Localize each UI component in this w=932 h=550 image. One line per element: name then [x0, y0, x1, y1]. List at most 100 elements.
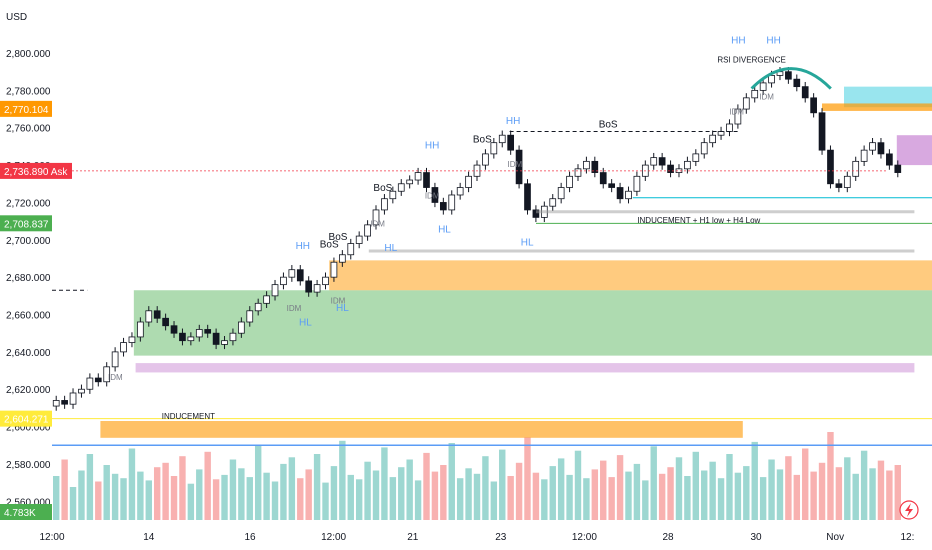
annotation-label: BoS: [320, 239, 339, 250]
volume-bar: [827, 432, 834, 520]
candle-body: [768, 75, 775, 84]
candle-body: [103, 366, 111, 383]
annotation-label: BoS: [373, 183, 392, 194]
y-tick-label: 2,800.000: [6, 49, 51, 60]
annotation-label: IDM: [425, 192, 440, 201]
volume-bar: [600, 460, 607, 520]
candle-body: [397, 183, 405, 192]
price-tag: [0, 162, 72, 179]
candle-body: [61, 400, 68, 405]
volume-bar: [389, 477, 397, 520]
volume-bar: [658, 473, 666, 520]
annotation-label: IDM: [108, 373, 123, 382]
volume-bar: [499, 449, 506, 520]
candle-body: [532, 209, 540, 218]
candle-body: [793, 78, 801, 88]
candle-body: [221, 340, 228, 345]
volume-bar: [835, 467, 843, 520]
candle-body: [827, 149, 834, 185]
candle-body: [389, 190, 397, 200]
candle-body: [852, 160, 860, 177]
candle-body: [153, 310, 161, 319]
volume-bar: [675, 457, 683, 520]
annotation-label: INDUCEMENT: [162, 412, 215, 421]
candle-body: [246, 310, 254, 323]
candle-body: [692, 153, 700, 162]
volume-bar: [684, 476, 691, 520]
candle-body: [490, 142, 498, 155]
candle-body: [372, 209, 380, 226]
flash-icon[interactable]: [899, 500, 919, 520]
x-tick-label: 28: [662, 532, 674, 543]
candles: [52, 67, 902, 411]
candle-body: [288, 269, 296, 278]
candle-body: [271, 284, 279, 297]
annotation-label: HH: [731, 36, 745, 47]
candle-body: [94, 377, 102, 383]
price-tag-label: 2,770.104: [4, 105, 49, 116]
currency-label: USD: [6, 12, 27, 23]
y-tick-label: 2,700.000: [6, 236, 51, 247]
inducement-zone-orange: [100, 421, 743, 438]
candle-body: [448, 194, 456, 211]
volume-bar: [717, 478, 725, 520]
volume-bar: [852, 473, 859, 520]
volume-bar: [414, 480, 422, 520]
candle-body: [591, 160, 599, 173]
volume-bar: [465, 468, 472, 520]
volume-bar: [709, 461, 716, 520]
volume-bar: [818, 462, 826, 520]
candle-body: [128, 336, 136, 343]
annotation-label: HL: [299, 318, 312, 329]
y-tick-label: 2,620.000: [6, 385, 51, 396]
volume-bar: [549, 466, 556, 520]
volume-bar: [78, 470, 85, 520]
volume-bar: [347, 474, 354, 520]
volume-bar: [810, 471, 817, 520]
candle-body: [170, 325, 178, 334]
volume-bar: [263, 472, 270, 520]
candle-body: [254, 302, 262, 312]
candle-body: [204, 329, 212, 334]
candle-body: [69, 392, 77, 405]
candle-body: [700, 142, 708, 155]
volume-bar: [111, 473, 119, 520]
candle-body: [658, 157, 666, 166]
candle-body: [869, 142, 876, 151]
volume-bar: [196, 469, 203, 520]
volume-bar: [574, 450, 582, 520]
volume-bar: [726, 454, 733, 520]
volume-bar: [650, 446, 657, 520]
volume-bar: [162, 462, 169, 520]
volume-bar: [423, 452, 430, 520]
volume-bar: [456, 478, 464, 520]
candle-body: [423, 172, 430, 188]
volume-bar: [776, 469, 784, 520]
price-tag: [0, 215, 52, 232]
volume-bar: [692, 451, 700, 520]
price-tag-label: 2,604.271: [4, 415, 49, 426]
candle-body: [835, 183, 843, 188]
annotation-label: BoS: [329, 232, 348, 243]
candle-body: [339, 254, 346, 263]
x-tick-label: 16: [244, 532, 256, 543]
purple-zone: [896, 135, 932, 166]
annotation-label: HL: [336, 303, 349, 314]
volume-bar: [229, 459, 237, 520]
orange-small-zone: [822, 103, 932, 111]
volume-tag-label: 4.783K: [4, 508, 36, 519]
volume-bar: [524, 437, 531, 520]
candle-body: [313, 284, 321, 293]
y-tick-label: 2,720.000: [6, 198, 51, 209]
candle-body: [238, 321, 245, 334]
volume-bar: [103, 465, 110, 520]
volume-bar: [642, 480, 649, 520]
volume-bar: [608, 477, 615, 520]
volume-bar: [153, 467, 161, 520]
candle-body: [280, 276, 287, 286]
candle-body: [801, 86, 809, 99]
candle-body: [886, 153, 893, 166]
volume-bar: [785, 456, 792, 520]
candle-body: [599, 172, 607, 185]
